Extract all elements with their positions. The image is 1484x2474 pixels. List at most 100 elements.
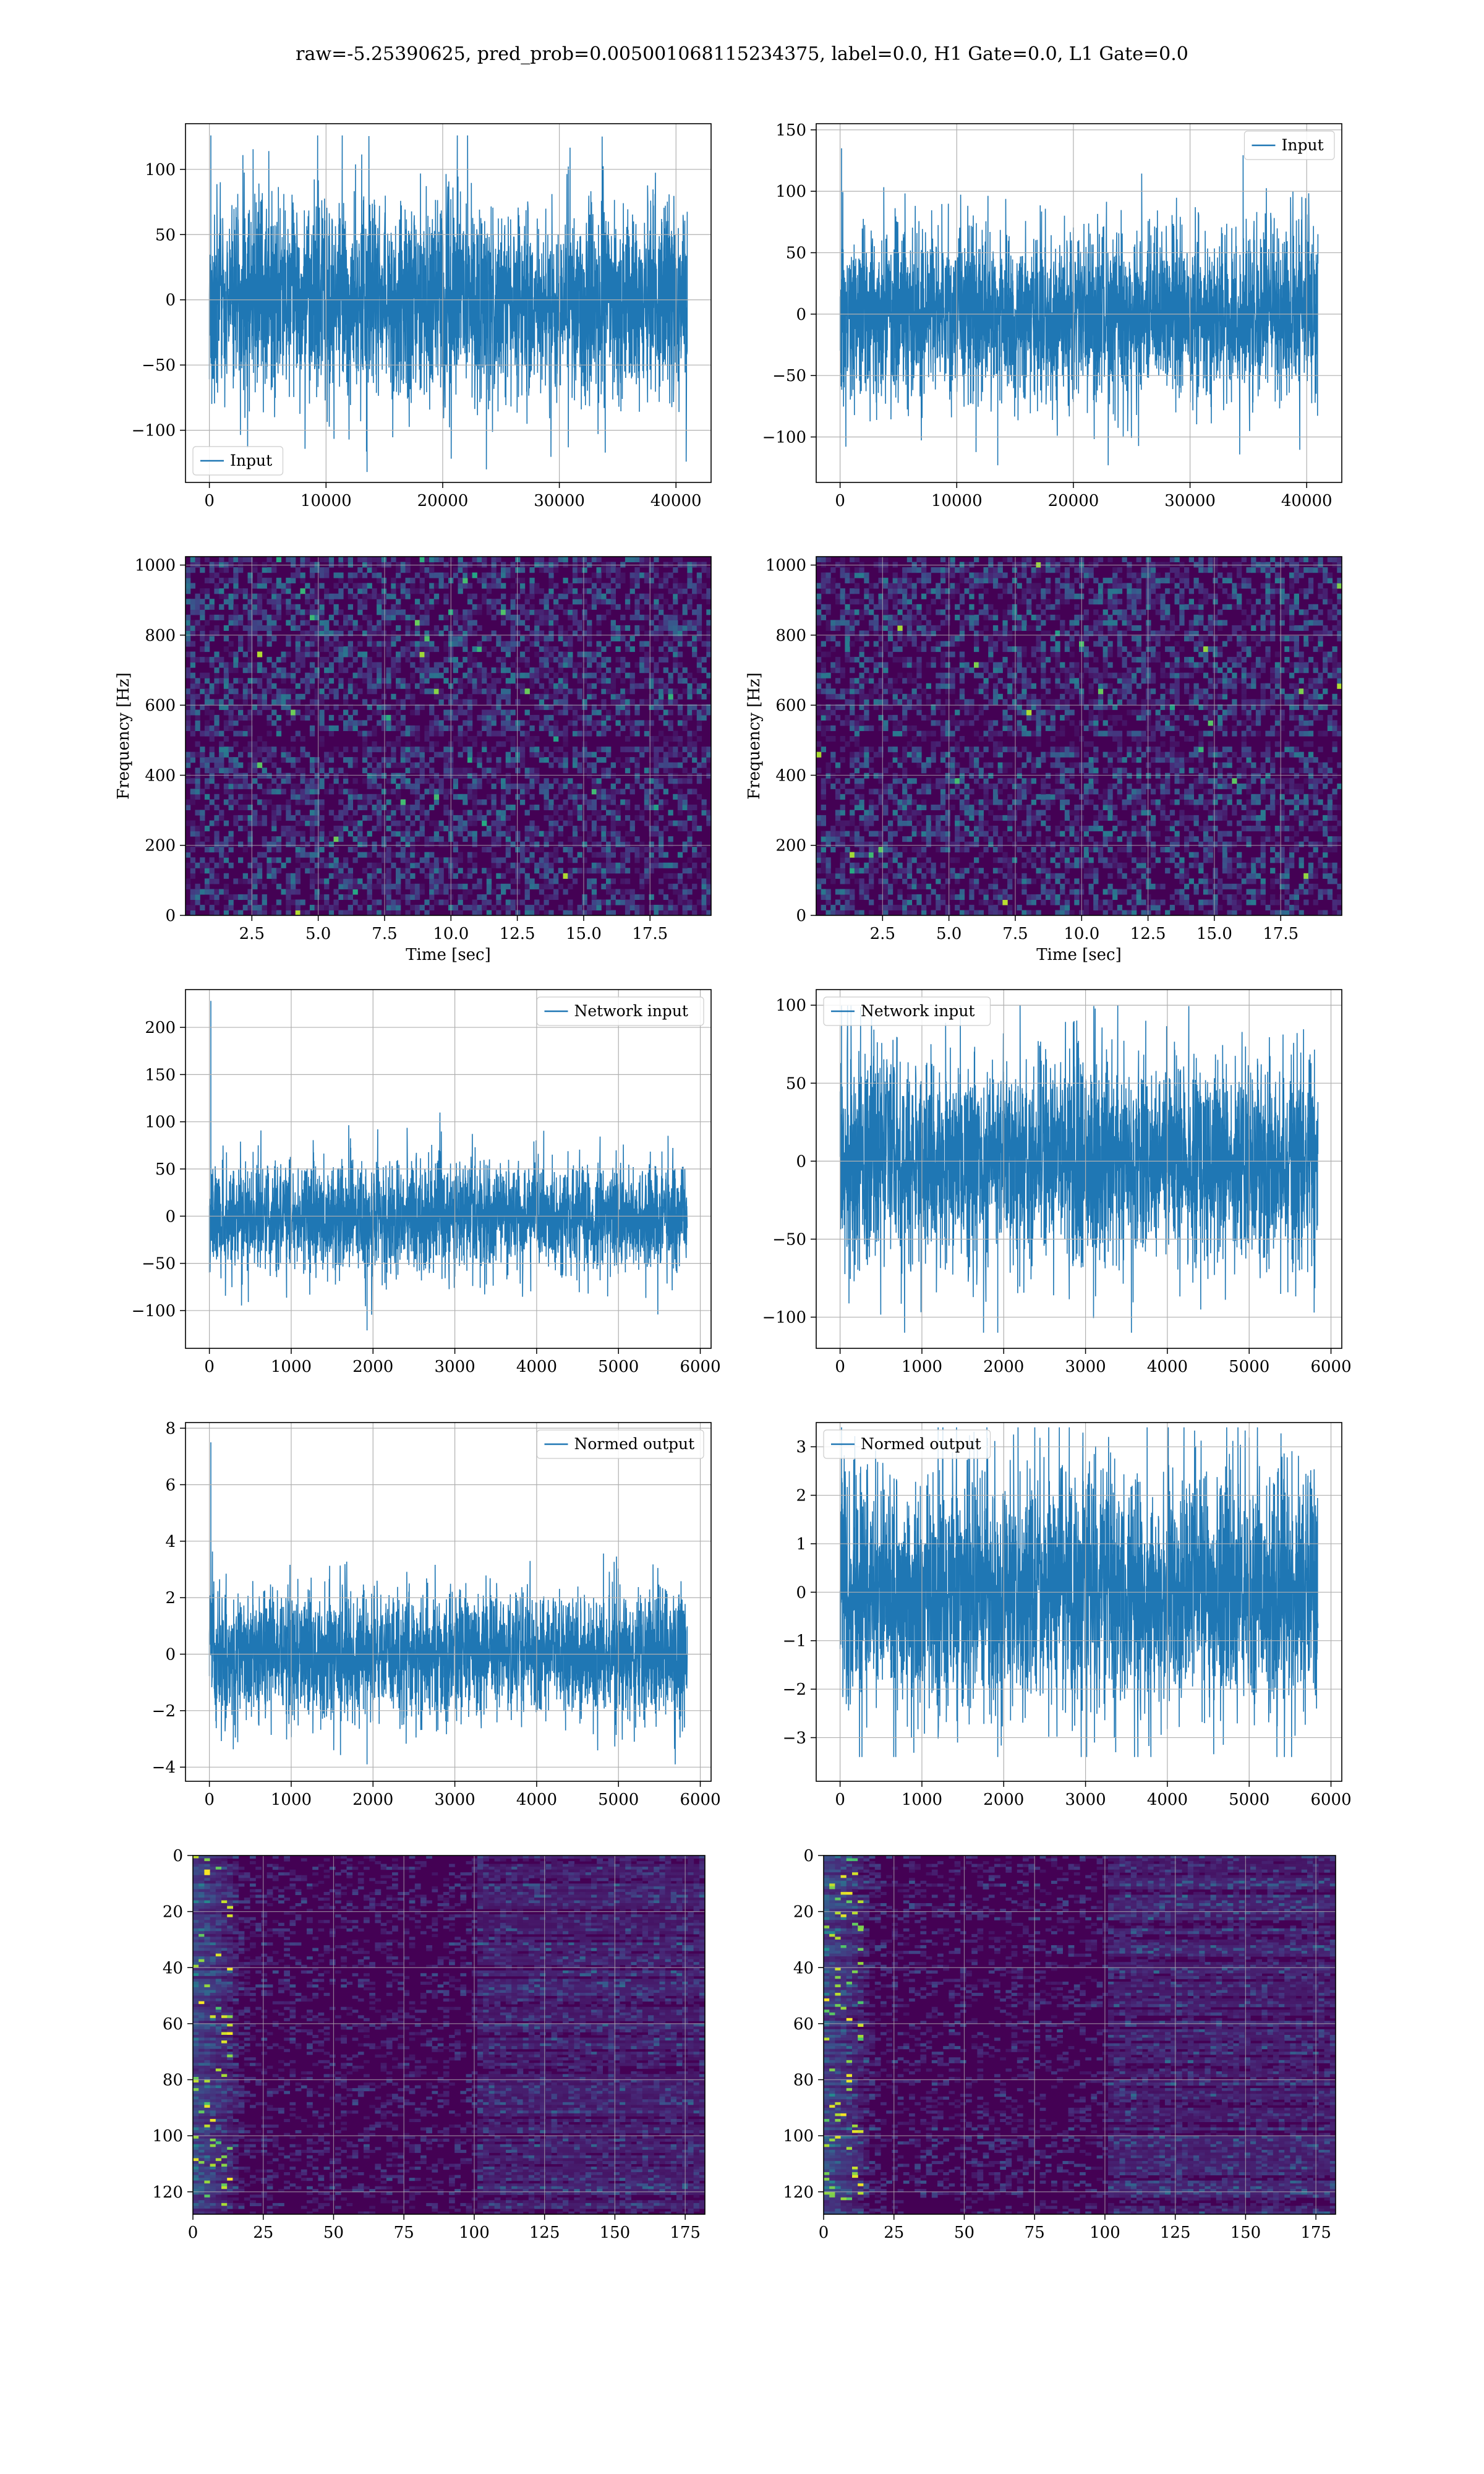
x-tick-label: 12.5 [1130, 925, 1166, 943]
x-tick-label: 25 [884, 2224, 904, 2242]
chart-svg-ts-input-h1: 0 10000 20000 30000 40000 −100 −50 0 50 100 Input [132, 123, 712, 510]
spectrogram-cells [816, 557, 1342, 915]
ticks: 0 25 50 75 100 125 150 175 0 20 40 60 80 100 120 [152, 1847, 701, 2242]
x-tick-label: 50 [954, 2224, 974, 2242]
x-tick-label: 3000 [1065, 1791, 1106, 1809]
x-tick-label: 0 [204, 1791, 215, 1809]
legend-box [536, 996, 704, 1026]
y-tick-label: 60 [793, 2015, 814, 2034]
y-tick-label: 50 [786, 244, 806, 263]
x-tick-label: 175 [1300, 2224, 1331, 2242]
x-tick-label: 75 [1025, 2224, 1045, 2242]
x-tick-label: 25 [253, 2224, 273, 2242]
x-tick-label: 7.5 [1002, 925, 1028, 943]
legend: Normed output [536, 1429, 704, 1459]
chart-svg-network-input-l1: 0 1000 2000 3000 4000 5000 6000 −100 −50 0 50 100 Ne… [762, 989, 1352, 1376]
y-tick-label: 120 [152, 2183, 183, 2202]
series-line-input [839, 148, 1319, 466]
grid-lines [186, 124, 711, 482]
feature-cells [824, 1856, 1336, 2214]
ticks: 0 10000 20000 30000 40000 −100 −50 0 50 100 [132, 161, 702, 510]
x-tick-label: 7.5 [372, 925, 397, 943]
legend-box [1243, 131, 1335, 160]
ticks: 0 1000 2000 3000 4000 5000 6000 −4 −2 0 2 4 6 8 [152, 1419, 721, 1809]
x-tick-label: 17.5 [1263, 925, 1298, 943]
ticks: 2.5 5.0 7.5 10.0 12.5 15.0 17.5 0 200 400 600 800 10… [765, 557, 1298, 943]
y-tick-label: 0 [803, 1847, 814, 1865]
x-tick-label: 3000 [1065, 1358, 1106, 1376]
axes-frame [816, 123, 1342, 483]
legend: Normed output [823, 1429, 991, 1459]
y-tick-label: 6 [165, 1476, 176, 1494]
series-line-normed-output [208, 1442, 688, 1765]
y-tick-label: 40 [163, 1959, 183, 1977]
x-tick-label: 10000 [301, 492, 352, 510]
x-tick-label: 4000 [1147, 1791, 1188, 1809]
x-tick-label: 5.0 [305, 925, 331, 943]
y-tick-label: 1000 [765, 557, 806, 575]
panel-ts-input-l1: 0 10000 20000 30000 40000 −100 −50 0 50 100 150 Inp… [762, 121, 1342, 510]
y-tick-label: 20 [163, 1903, 183, 1922]
y-tick-label: −50 [142, 1255, 176, 1273]
y-tick-label: −3 [783, 1729, 806, 1747]
x-tick-label: 6000 [680, 1358, 720, 1376]
chart-svg-spectrogram-h1: 2.5 5.0 7.5 10.0 12.5 15.0 17.5 0 200 400 600 800 10… [114, 556, 712, 964]
y-tick-label: 2 [165, 1589, 176, 1607]
y-tick-label: 100 [145, 161, 176, 179]
x-tick-label: 0 [835, 492, 845, 510]
x-tick-label: 50 [323, 2224, 344, 2242]
x-axis-label: Time [sec] [406, 946, 491, 964]
panel-normed-output-l1: 0 1000 2000 3000 4000 5000 6000 −3 −2 −1 0 1 2 3 Norme… [783, 1422, 1352, 1809]
legend-label: Input [1282, 136, 1324, 154]
x-tick-label: 6000 [1310, 1791, 1351, 1809]
plot-area [208, 1442, 688, 1765]
x-tick-label: 6000 [1310, 1358, 1351, 1376]
y-tick-label: 40 [793, 1959, 814, 1977]
chart-svg-normed-output-h1: 0 1000 2000 3000 4000 5000 6000 −4 −2 0 2 4 6 8 Normed… [152, 1419, 721, 1809]
x-tick-label: 0 [188, 2224, 198, 2242]
x-tick-label: 0 [819, 2224, 829, 2242]
ticks: 0 1000 2000 3000 4000 5000 6000 −100 −50 0 50 100 [762, 996, 1352, 1376]
y-tick-label: 50 [155, 1160, 176, 1179]
plot-area [824, 1856, 1336, 2214]
x-tick-label: 1000 [271, 1791, 312, 1809]
y-tick-label: 4 [165, 1533, 176, 1551]
x-tick-label: 0 [835, 1791, 845, 1809]
plot-area [208, 135, 688, 473]
plot-area [839, 148, 1319, 466]
chart-svg-network-input-h1: 0 1000 2000 3000 4000 5000 6000 −100 −50 0 50 100 15… [132, 989, 721, 1376]
panel-network-input-l1: 0 1000 2000 3000 4000 5000 6000 −100 −50 0 50 100 Ne… [762, 989, 1352, 1376]
grid-lines [816, 124, 1342, 482]
chart-svg-ts-input-l1: 0 10000 20000 30000 40000 −100 −50 0 50 100 150 Inp… [762, 121, 1342, 510]
panel-spectrogram-h1: 2.5 5.0 7.5 10.0 12.5 15.0 17.5 0 200 400 600 800 10… [114, 556, 712, 964]
x-tick-label: 150 [600, 2224, 631, 2242]
y-tick-label: 80 [793, 2071, 814, 2090]
y-tick-label: 50 [786, 1074, 806, 1093]
legend: Network input [823, 996, 991, 1026]
legend: Input [1243, 131, 1335, 160]
axes-frame [185, 1422, 712, 1782]
y-tick-label: −100 [762, 1309, 806, 1327]
axes-frame [816, 1422, 1342, 1782]
series-line-network-input [839, 1005, 1319, 1333]
x-tick-label: 12.5 [500, 925, 535, 943]
ticks: 0 1000 2000 3000 4000 5000 6000 −100 −50 0 50 100 15… [132, 1019, 721, 1376]
x-tick-label: 40000 [1281, 492, 1333, 510]
plot-area [839, 1005, 1319, 1333]
x-tick-label: 2000 [352, 1791, 393, 1809]
y-tick-label: 60 [163, 2015, 183, 2034]
ticks: 0 10000 20000 30000 40000 −100 −50 0 50 100 150 [762, 121, 1333, 510]
x-tick-label: 30000 [534, 492, 585, 510]
x-tick-label: 10.0 [1064, 925, 1099, 943]
y-tick-label: 400 [145, 766, 176, 785]
legend-label: Normed output [861, 1435, 981, 1453]
series-line-input [208, 135, 688, 473]
x-tick-label: 40000 [650, 492, 702, 510]
y-tick-label: 80 [163, 2071, 183, 2090]
y-tick-label: 2 [796, 1487, 806, 1505]
grid-lines [186, 1423, 711, 1781]
chart-svg-normed-output-l1: 0 1000 2000 3000 4000 5000 6000 −3 −2 −1 0 1 2 3 Norme… [783, 1422, 1352, 1809]
plot-area [208, 1001, 688, 1330]
x-axis-label: Time [sec] [1036, 946, 1122, 964]
spectrogram-cells [186, 557, 711, 915]
